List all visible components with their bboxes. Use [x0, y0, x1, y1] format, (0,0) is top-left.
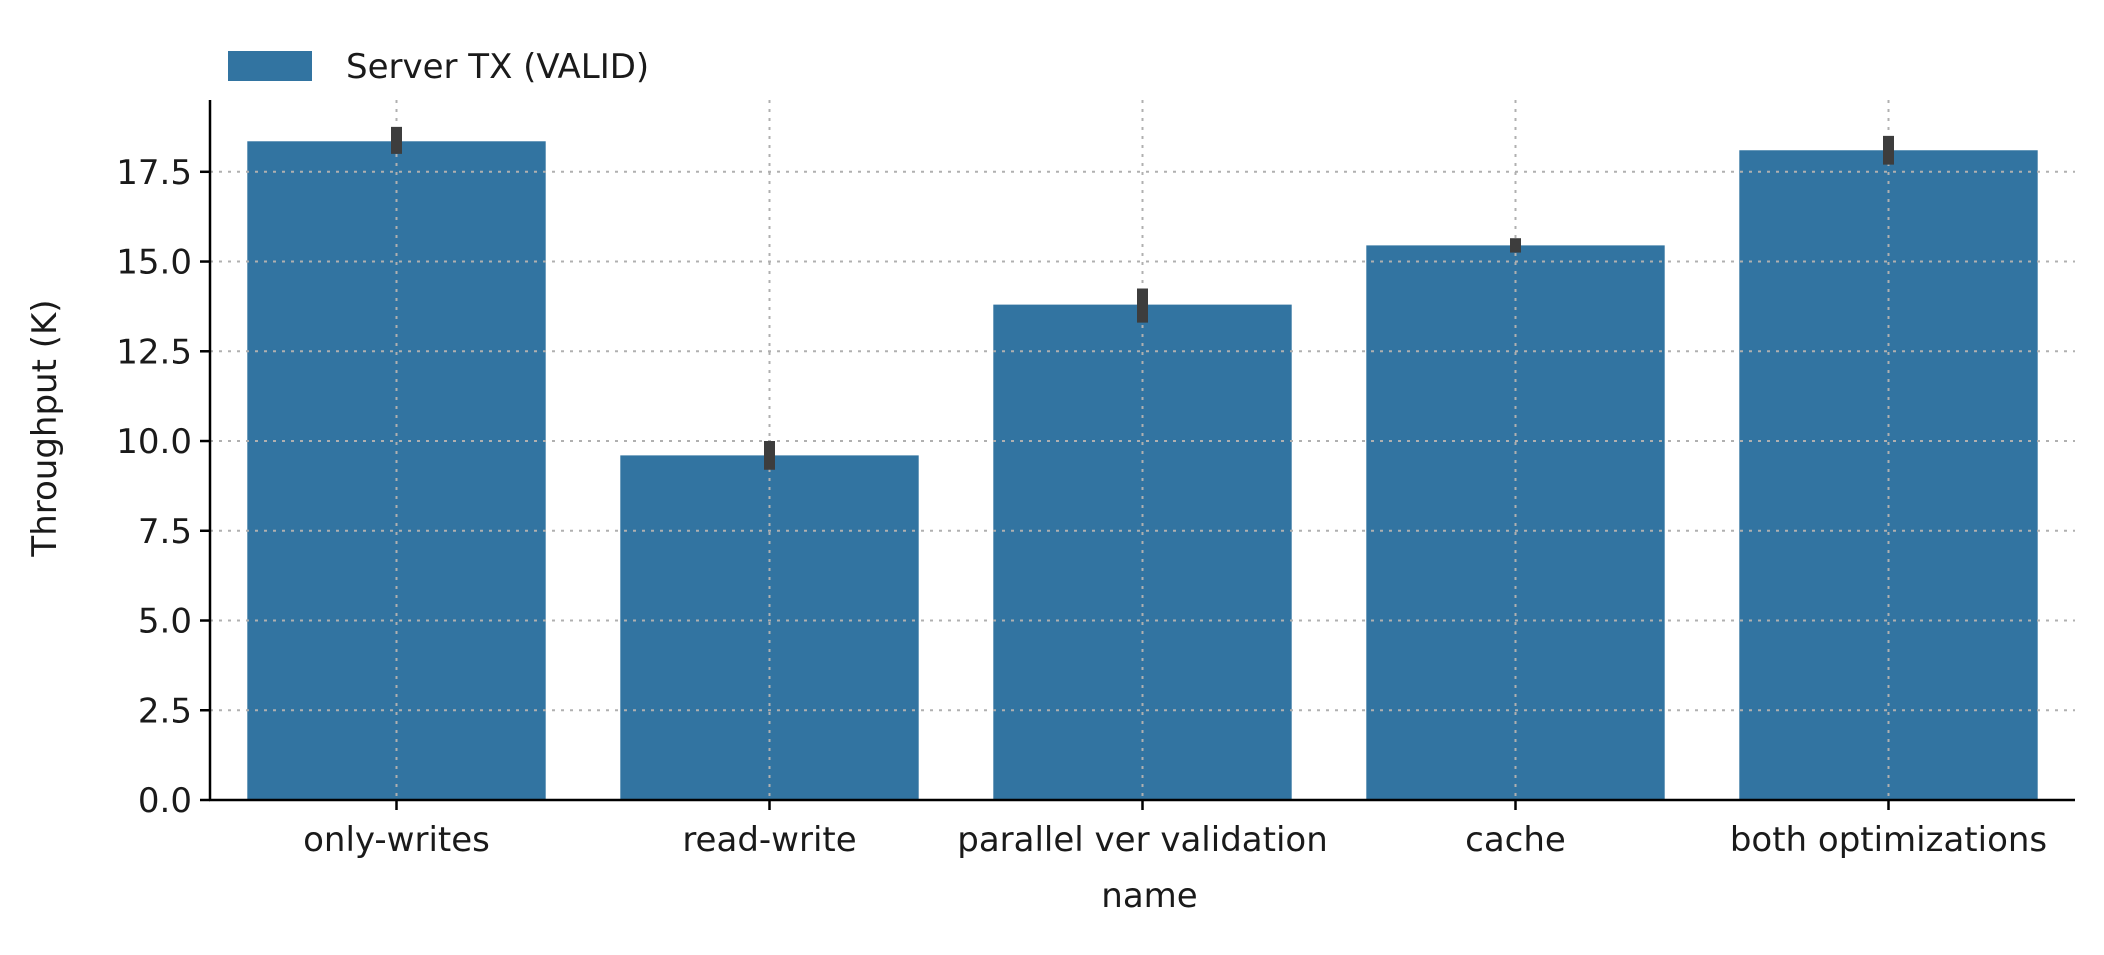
- error-bars: [391, 126, 1894, 470]
- bars: [247, 141, 2038, 801]
- legend: Server TX (VALID): [228, 47, 649, 87]
- y-tick-label: 0.0: [138, 781, 192, 821]
- y-tick-label: 15.0: [116, 243, 192, 283]
- legend-label: Server TX (VALID): [346, 47, 649, 87]
- x-tick-label: both optimizations: [1730, 820, 2047, 860]
- y-tick-label: 12.5: [116, 332, 192, 372]
- bar-cache: [1366, 245, 1665, 800]
- y-tick-label: 2.5: [138, 691, 192, 731]
- x-tick-label: parallel ver validation: [957, 820, 1328, 860]
- y-tick-label: 5.0: [138, 602, 192, 642]
- y-tick-label: 10.0: [116, 422, 192, 462]
- y-tick-label: 7.5: [138, 512, 192, 552]
- x-ticks: only-writes read-write parallel ver valida…: [303, 800, 2047, 860]
- y-axis-label: Throughput (K): [25, 299, 65, 557]
- y-ticks: 0.0 2.5 5.0 7.5 10.0 12.5 15.0 17.5: [116, 153, 210, 821]
- x-tick-label: only-writes: [303, 820, 490, 860]
- x-axis-label: name: [1101, 876, 1197, 916]
- legend-swatch: [228, 51, 312, 81]
- y-tick-label: 17.5: [116, 153, 192, 193]
- x-tick-label: read-write: [682, 820, 856, 860]
- bar-both-optimizations: [1739, 150, 2038, 800]
- x-tick-label: cache: [1465, 820, 1566, 860]
- bar-read-write: [620, 455, 919, 800]
